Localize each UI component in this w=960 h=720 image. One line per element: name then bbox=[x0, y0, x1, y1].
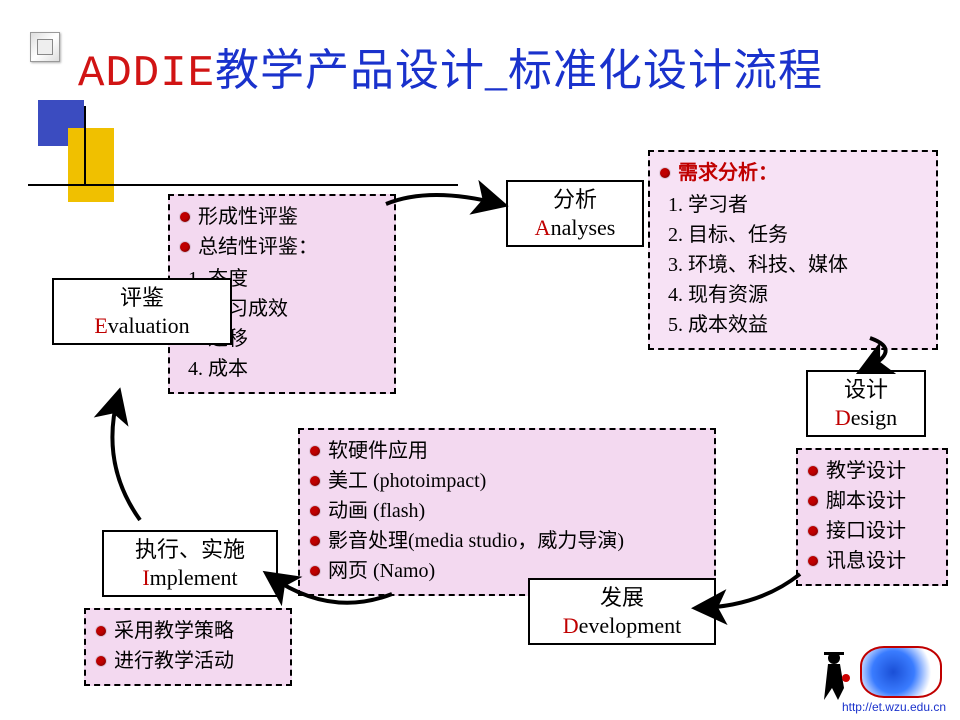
list-item: 影音处理(media studio，威力导演) bbox=[310, 526, 704, 556]
bullet-icon bbox=[310, 566, 320, 576]
box-design: 教学设计 脚本设计 接口设计 讯息设计 bbox=[796, 448, 948, 586]
node-analyses: 分析 Analyses bbox=[506, 180, 644, 247]
bullet-icon bbox=[96, 626, 106, 636]
list-item: 形成性评鉴 bbox=[180, 202, 384, 232]
wzu-logo-icon bbox=[860, 646, 942, 698]
graduate-icon bbox=[820, 648, 852, 700]
title-rest: 教学产品设计_标准化设计流程 bbox=[215, 46, 823, 95]
list-item: 现有资源 bbox=[688, 280, 926, 310]
node-development: 发展 Development bbox=[528, 578, 716, 645]
arrow-eval-to-analyses bbox=[386, 195, 500, 204]
list-item: 学习者 bbox=[688, 190, 926, 220]
list-item: 脚本设计 bbox=[808, 486, 936, 516]
bullet-icon bbox=[310, 446, 320, 456]
bullet-icon bbox=[808, 466, 818, 476]
list-item: 成本 bbox=[208, 354, 384, 384]
arrow-implement-to-eval bbox=[112, 396, 140, 520]
slide-title: ADDIE教学产品设计_标准化设计流程 bbox=[78, 34, 823, 99]
bullet-icon bbox=[180, 212, 190, 222]
list-item: 动画 (flash) bbox=[310, 496, 704, 526]
box-analysis: 需求分析： 学习者 目标、任务 环境、科技、媒体 现有资源 成本效益 bbox=[648, 150, 938, 350]
slide-bullet-icon bbox=[30, 32, 60, 62]
bullet-icon bbox=[808, 496, 818, 506]
list-item: 软硬件应用 bbox=[310, 436, 704, 466]
list-item: 接口设计 bbox=[808, 516, 936, 546]
list-item: 进行教学活动 bbox=[96, 646, 280, 676]
bullet-icon bbox=[310, 476, 320, 486]
bullet-icon bbox=[808, 526, 818, 536]
bullet-icon bbox=[310, 506, 320, 516]
list-item: 态度 bbox=[208, 264, 384, 294]
bullet-icon bbox=[808, 556, 818, 566]
node-design: 设计 Design bbox=[806, 370, 926, 437]
deco-rect-yellow bbox=[68, 128, 114, 202]
list-item: 学习成效 bbox=[208, 294, 384, 324]
node-implement: 执行、实施 Implement bbox=[102, 530, 278, 597]
list-item: 迁移 bbox=[208, 324, 384, 354]
list-item: 成本效益 bbox=[688, 310, 926, 340]
box-header: 需求分析： bbox=[660, 158, 926, 188]
list-item: 美工 (photoimpact) bbox=[310, 466, 704, 496]
list-item: 采用教学策略 bbox=[96, 616, 280, 646]
slide-stage: ADDIE教学产品设计_标准化设计流程 形成性评鉴 总结性评鉴： 态度 学习成效… bbox=[0, 0, 960, 720]
list-item: 教学设计 bbox=[808, 456, 936, 486]
deco-vline bbox=[84, 106, 86, 184]
bullet-icon bbox=[660, 168, 670, 178]
bullet-icon bbox=[310, 536, 320, 546]
box-development: 软硬件应用 美工 (photoimpact) 动画 (flash) 影音处理(m… bbox=[298, 428, 716, 596]
list-item: 环境、科技、媒体 bbox=[688, 250, 926, 280]
bullet-icon bbox=[96, 656, 106, 666]
box-implement: 采用教学策略 进行教学活动 bbox=[84, 608, 292, 686]
deco-hline bbox=[28, 184, 458, 186]
node-evaluation: 评鉴 Evaluation bbox=[52, 278, 232, 345]
list-item: 目标、任务 bbox=[688, 220, 926, 250]
bullet-icon bbox=[180, 242, 190, 252]
footer-url: http://et.wzu.edu.cn bbox=[842, 700, 946, 714]
list-item: 讯息设计 bbox=[808, 546, 936, 576]
title-first: ADDIE bbox=[78, 49, 215, 99]
list-item: 总结性评鉴： bbox=[180, 232, 384, 262]
